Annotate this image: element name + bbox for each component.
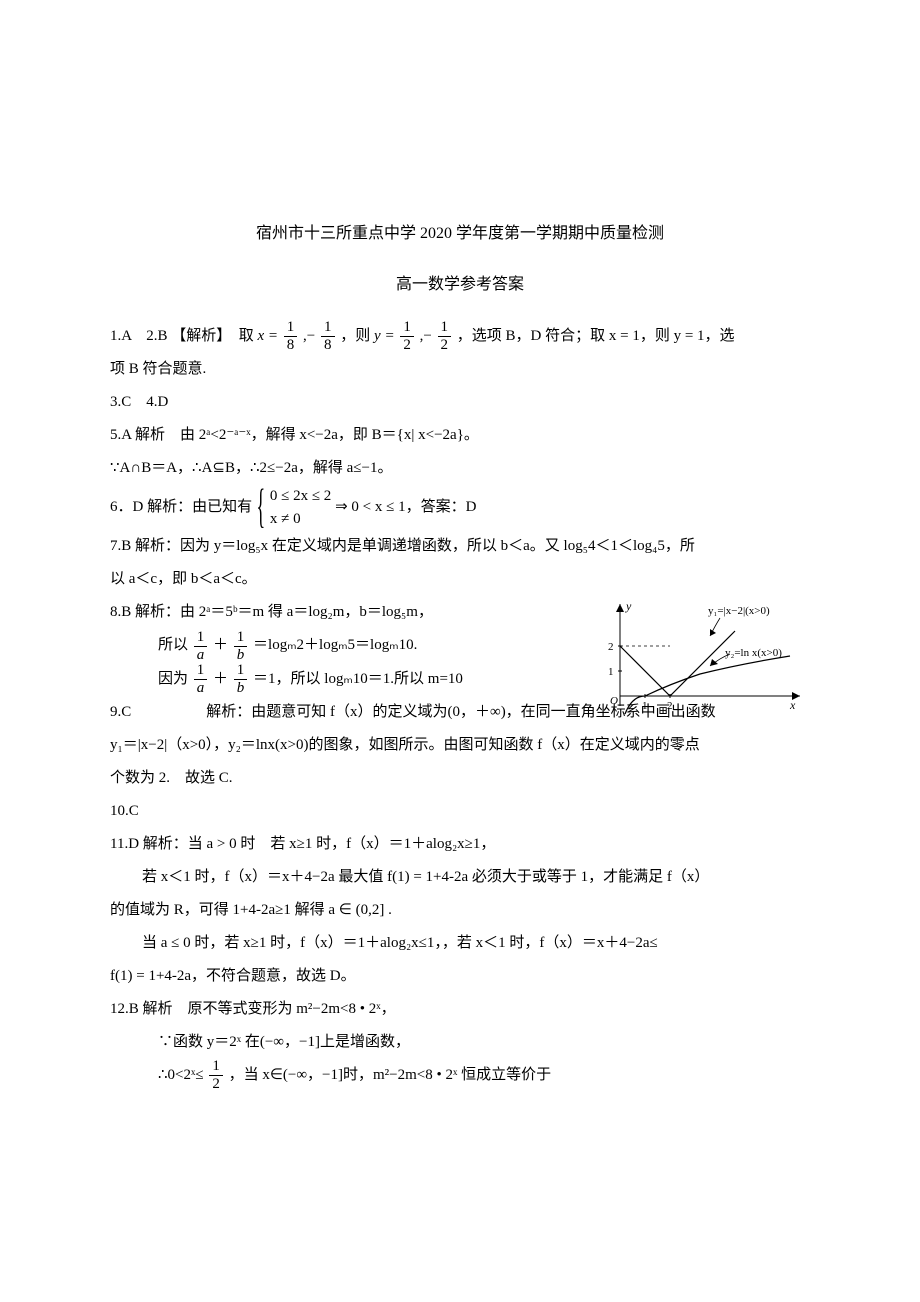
q10: 10.C: [110, 795, 810, 828]
q6-post: ⇒ 0 < x ≤ 1，答案：D: [335, 499, 476, 515]
frac-half: 12: [207, 1059, 225, 1092]
q9b: y₁＝|x−2|（x>0），y₂＝lnx(x>0)的图象，如图所示。由图可知函数…: [110, 729, 810, 762]
curve-abs: [620, 631, 735, 696]
xtick1-label: 1: [642, 700, 648, 712]
q8c-post: ＝1，所以 logₘ10＝1.所以 m=10: [253, 671, 463, 687]
yaxis-label: y: [625, 599, 632, 613]
arrow2-head: [710, 659, 718, 666]
q8b-plus: ＋: [213, 637, 228, 653]
graph-svg: O 1 2 1 2 x y y₁=|x−2|(x>0) y₂=ln x(x>0): [590, 596, 810, 716]
q1-part1: 1.A 2.B 【解析】 取: [110, 328, 258, 344]
q3: 3.C 4.D: [110, 386, 810, 419]
q1-eq1b: y =: [374, 328, 395, 344]
q1-comma2: ,−: [420, 328, 432, 344]
xtick2-label: 2: [667, 700, 673, 712]
q5b: ∵A∩B＝A，∴A⊆B，∴2≤−2a，解得 a≤−1。: [110, 452, 810, 485]
q12a: 12.B 解析 原不等式变形为 m²−2m<8 • 2ˣ，: [110, 993, 810, 1026]
ytick1-label: 1: [608, 666, 614, 678]
q11a: 11.D 解析：当 a > 0 时 若 x≥1 时，f（x）＝1＋alog₂x≥…: [110, 828, 810, 861]
page-title: 宿州市十三所重点中学 2020 学年度第一学期期中质量检测: [110, 216, 810, 251]
q1-line1: 1.A 2.B 【解析】 取 x = 18 ,− 18 ，则 y = 12 ,−…: [110, 320, 810, 353]
q8-block: O 1 2 1 2 x y y₁=|x−2|(x>0) y₂=ln x(x>0)…: [110, 596, 810, 695]
label-O: O: [610, 695, 618, 707]
q1-part3: ，选项 B，D 符合；取 x = 1，则 y = 1，选: [457, 328, 735, 344]
q1-comma1: ,−: [303, 328, 315, 344]
frac-1-8b: 18: [319, 320, 337, 353]
q11d: 当 a ≤ 0 时，若 x≥1 时，f（x）＝1＋alog₂x≤1，，若 x＜1…: [110, 927, 810, 960]
q6-r1: 0 ≤ 2x ≤ 2: [270, 485, 331, 508]
page-subtitle: 高一数学参考答案: [110, 267, 810, 302]
q8b-post: ＝logₘ2＋logₘ5＝logₘ10.: [253, 637, 417, 653]
q5a: 5.A 解析 由 2ᵃ<2⁻ᵃ⁻ˣ，解得 x<−2a，即 B＝{x| x<−2a…: [110, 419, 810, 452]
q1-part2: ，则: [340, 328, 374, 344]
frac-1-2: 12: [398, 320, 416, 353]
q6: 6．D 解析：由已知有 0 ≤ 2x ≤ 2 x ≠ 0 ⇒ 0 < x ≤ 1…: [110, 485, 810, 530]
q6-r2: x ≠ 0: [270, 508, 331, 531]
q12c-pre: ∴0<2ˣ≤: [158, 1067, 204, 1083]
frac-1-2b: 12: [436, 320, 454, 353]
curve1-label: y₁=|x−2|(x>0): [708, 605, 770, 617]
q6-brace: 0 ≤ 2x ≤ 2 x ≠ 0: [256, 485, 331, 530]
q8c-pre: 因为: [158, 671, 188, 687]
q11b: 若 x＜1 时，f（x）＝x＋4−2a 最大值 f(1) = 1+4-2a 必须…: [110, 861, 810, 894]
page: 宿州市十三所重点中学 2020 学年度第一学期期中质量检测 高一数学参考答案 1…: [0, 0, 920, 1302]
q6-pre: 6．D 解析：由已知有: [110, 499, 252, 515]
frac-1b2: 1b: [232, 663, 250, 696]
q8c-plus: ＋: [213, 671, 228, 687]
frac-1b: 1b: [232, 630, 250, 663]
q12b: ∵函数 y＝2ˣ 在(−∞，−1]上是增函数，: [110, 1026, 810, 1059]
q12c: ∴0<2ˣ≤ 12 ，当 x∈(−∞，−1]时，m²−2m<8 • 2ˣ 恒成立…: [110, 1059, 810, 1092]
frac-1a: 1a: [192, 630, 210, 663]
q1-line2: 项 B 符合题意.: [110, 353, 810, 386]
y-arrow: [616, 604, 624, 612]
q7b: 以 a＜c，即 b＜a＜c。: [110, 563, 810, 596]
q9c: 个数为 2. 故选 C.: [110, 762, 810, 795]
q1-eq1a: x =: [258, 328, 279, 344]
q12c-post: ，当 x∈(−∞，−1]时，m²−2m<8 • 2ˣ 恒成立等价于: [229, 1067, 552, 1083]
ytick2-label: 2: [608, 641, 614, 653]
curve-ln: [625, 656, 790, 714]
frac-1-8: 18: [282, 320, 300, 353]
xaxis-label: x: [789, 698, 796, 712]
q7a: 7.B 解析：因为 y＝log₅x 在定义域内是单调递增函数，所以 b＜a。又 …: [110, 530, 810, 563]
q11c: 的值域为 R，可得 1+4-2a≥1 解得 a ∈ (0,2] .: [110, 894, 810, 927]
frac-1a2: 1a: [192, 663, 210, 696]
q8b-pre: 所以: [158, 637, 188, 653]
figure-graph: O 1 2 1 2 x y y₁=|x−2|(x>0) y₂=ln x(x>0): [590, 596, 810, 716]
q11e: f(1) = 1+4-2a，不符合题意，故选 D。: [110, 960, 810, 993]
curve2-label: y₂=ln x(x>0): [725, 647, 782, 659]
